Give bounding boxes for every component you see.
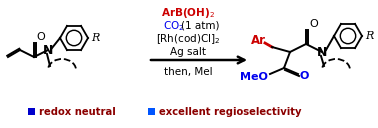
Text: then, MeI: then, MeI [164, 67, 212, 77]
Text: O: O [309, 19, 318, 29]
Text: MeO: MeO [240, 72, 268, 82]
Text: CO$_2$: CO$_2$ [163, 19, 185, 33]
Text: R: R [91, 33, 99, 43]
Text: ArB(OH)$_2$: ArB(OH)$_2$ [161, 6, 215, 20]
Text: redox neutral: redox neutral [39, 107, 116, 117]
Text: (1 atm): (1 atm) [181, 21, 219, 31]
Text: Ag salt: Ag salt [170, 47, 206, 57]
Text: excellent regioselectivity: excellent regioselectivity [159, 107, 302, 117]
Text: [Rh(cod)Cl]$_2$: [Rh(cod)Cl]$_2$ [156, 32, 220, 46]
FancyBboxPatch shape [28, 108, 35, 115]
Text: N: N [317, 45, 327, 58]
Text: O: O [300, 71, 309, 81]
Text: N: N [43, 44, 53, 56]
FancyBboxPatch shape [148, 108, 155, 115]
Text: Ar: Ar [251, 34, 265, 46]
Text: O: O [36, 32, 45, 42]
Text: R: R [365, 31, 373, 41]
